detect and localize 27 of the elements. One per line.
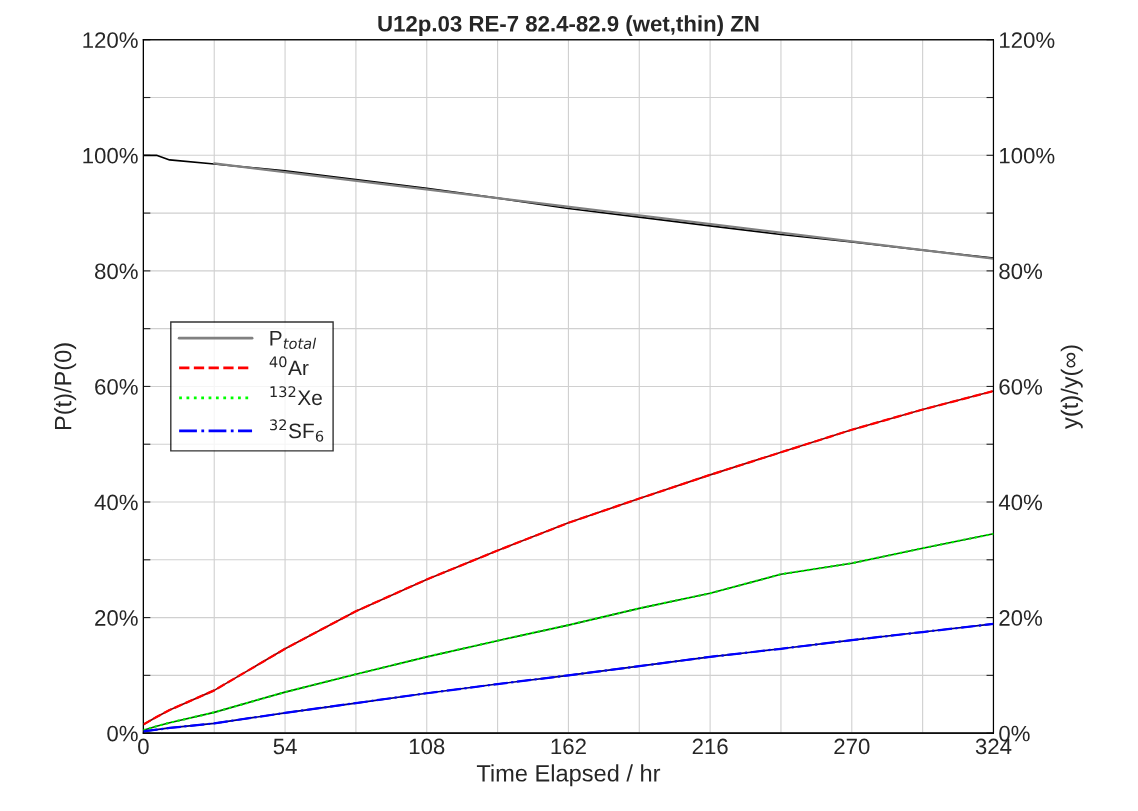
x-tick-label: 216 — [692, 738, 728, 755]
y-tick-label: 60% — [95, 378, 138, 395]
legend-label: P$_{total}$ — [270, 331, 317, 350]
y2-tick-label: 20% — [999, 610, 1043, 626]
y-tick-label: 0% — [107, 725, 138, 742]
y2-tick-label: 120% — [1000, 32, 1055, 49]
legend-label: $^{132}$Xe — [270, 386, 322, 406]
x-tick-label: 270 — [834, 738, 870, 755]
y2-tick-label: 40% — [998, 494, 1043, 511]
x-tick-label: 54 — [273, 738, 297, 755]
legend-label: $^{32}$SF$_{6}$ — [270, 419, 324, 442]
y-tick-label: 80% — [95, 263, 138, 280]
y-tick-label: 20% — [95, 610, 138, 626]
x-tick-label: 108 — [409, 738, 445, 755]
chart-title: U12p.03 RE-7 82.4-82.9 (wet,thin) ZN — [378, 15, 759, 37]
legend-label: $^{40}$Ar — [269, 356, 309, 376]
y2-tick-label: 60% — [999, 378, 1043, 395]
y2-tick-label: 100% — [1000, 147, 1055, 164]
y-tick-label: 120% — [83, 32, 138, 49]
x-axis-title: Time Elapsed / hr — [476, 764, 661, 787]
y-axis-title: P(t)/P(0) — [54, 343, 77, 430]
y2-tick-label: 80% — [999, 263, 1043, 280]
y2-axis-title: y(t)/y(∞) — [1060, 345, 1083, 429]
y-tick-label: 40% — [94, 494, 138, 511]
y-tick-label: 100% — [83, 147, 138, 164]
x-tick-label: 162 — [551, 738, 586, 755]
x-tick-label: 0 — [138, 738, 149, 755]
